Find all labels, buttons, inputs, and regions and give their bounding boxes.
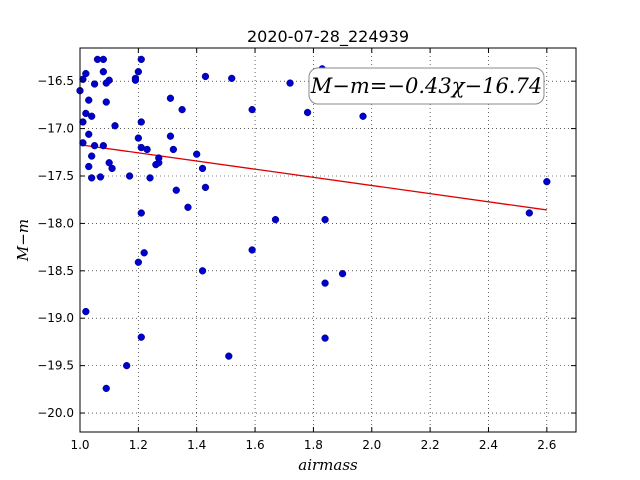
data-point bbox=[79, 118, 87, 126]
data-point bbox=[88, 152, 96, 160]
y-tick-label: −18.0 bbox=[37, 216, 74, 230]
data-point bbox=[99, 55, 107, 64]
data-point bbox=[82, 69, 90, 78]
data-point bbox=[111, 122, 119, 130]
data-point bbox=[193, 150, 201, 158]
y-tick-label: −17.5 bbox=[37, 169, 74, 183]
annotation-box bbox=[308, 67, 545, 105]
x-tick-label: 2.6 bbox=[537, 438, 556, 452]
data-point bbox=[359, 112, 367, 120]
plot-area-frame bbox=[79, 47, 577, 433]
data-point bbox=[143, 145, 151, 154]
y-axis-label: M−m bbox=[14, 219, 32, 262]
data-point bbox=[137, 55, 145, 64]
data-point bbox=[198, 267, 207, 275]
data-point bbox=[82, 109, 90, 118]
x-tick-label: 1.2 bbox=[129, 438, 148, 452]
data-point bbox=[198, 164, 207, 173]
data-point bbox=[166, 94, 175, 102]
x-tick-label: 1.0 bbox=[70, 438, 89, 452]
data-point bbox=[85, 96, 93, 104]
data-point bbox=[99, 68, 107, 76]
data-point bbox=[102, 98, 110, 106]
data-point bbox=[271, 215, 280, 224]
data-point bbox=[85, 162, 93, 171]
data-point bbox=[134, 68, 143, 76]
data-point bbox=[525, 209, 533, 217]
data-point bbox=[88, 112, 96, 120]
data-point bbox=[105, 76, 113, 84]
y-tick-label: −19.5 bbox=[37, 359, 74, 373]
axis-ticks: 1.0 1.2 1.4 1.6 1.8 2.0 2.2 2.4 2.6 −16.5 −17.0 −17… bbox=[37, 48, 576, 452]
data-point bbox=[321, 334, 329, 342]
x-tick-label: 1.8 bbox=[304, 438, 323, 452]
x-axis-label: airmass bbox=[298, 456, 358, 474]
data-point bbox=[228, 74, 236, 82]
data-point bbox=[178, 105, 186, 114]
y-tick-label: −18.5 bbox=[37, 264, 74, 278]
fit-equation-annotation: M−m=−0.43χ−16.74 bbox=[308, 67, 545, 105]
data-point bbox=[169, 145, 178, 154]
data-point bbox=[172, 186, 180, 194]
data-point bbox=[102, 384, 110, 393]
data-point bbox=[543, 178, 551, 186]
data-point bbox=[137, 209, 145, 217]
data-point bbox=[140, 249, 148, 257]
data-point bbox=[286, 79, 294, 87]
data-point bbox=[321, 215, 329, 224]
data-point bbox=[99, 142, 107, 150]
x-tick-label: 2.2 bbox=[421, 438, 440, 452]
data-point bbox=[184, 203, 192, 211]
data-point bbox=[125, 172, 134, 180]
data-point bbox=[248, 246, 256, 254]
data-point bbox=[96, 173, 105, 181]
data-point bbox=[146, 174, 154, 182]
data-point bbox=[134, 134, 143, 142]
data-point bbox=[82, 307, 90, 316]
data-point bbox=[79, 139, 87, 147]
data-point bbox=[248, 105, 256, 114]
x-tick-label: 2.4 bbox=[479, 438, 498, 452]
data-point bbox=[105, 159, 113, 167]
data-point bbox=[134, 258, 143, 266]
data-point bbox=[201, 183, 210, 192]
data-point bbox=[85, 130, 93, 138]
x-tick-label: 1.4 bbox=[187, 438, 206, 452]
data-point bbox=[88, 174, 96, 182]
data-point bbox=[90, 80, 99, 88]
data-point bbox=[201, 72, 210, 81]
x-tick-label: 1.6 bbox=[246, 438, 265, 452]
data-points bbox=[76, 55, 551, 393]
data-point bbox=[225, 352, 233, 360]
chart-title: 2020-07-28_224939 bbox=[247, 27, 409, 47]
data-point bbox=[338, 270, 347, 278]
data-point bbox=[108, 164, 116, 173]
data-point bbox=[155, 159, 163, 167]
y-tick-label: −20.0 bbox=[37, 406, 74, 420]
data-point bbox=[137, 118, 145, 126]
grid-layer bbox=[79, 48, 576, 432]
data-point bbox=[303, 108, 312, 117]
x-tick-label: 2.0 bbox=[362, 438, 381, 452]
data-point bbox=[166, 132, 175, 140]
data-point bbox=[137, 333, 145, 341]
y-tick-label: −17.0 bbox=[37, 122, 74, 136]
annotation-text: M−m=−0.43χ−16.74 bbox=[310, 74, 542, 98]
data-point bbox=[321, 279, 329, 287]
data-point bbox=[131, 76, 140, 84]
data-point bbox=[123, 361, 131, 370]
y-tick-label: −16.5 bbox=[37, 74, 74, 88]
y-tick-label: −19.0 bbox=[37, 311, 74, 325]
data-point bbox=[90, 142, 99, 150]
